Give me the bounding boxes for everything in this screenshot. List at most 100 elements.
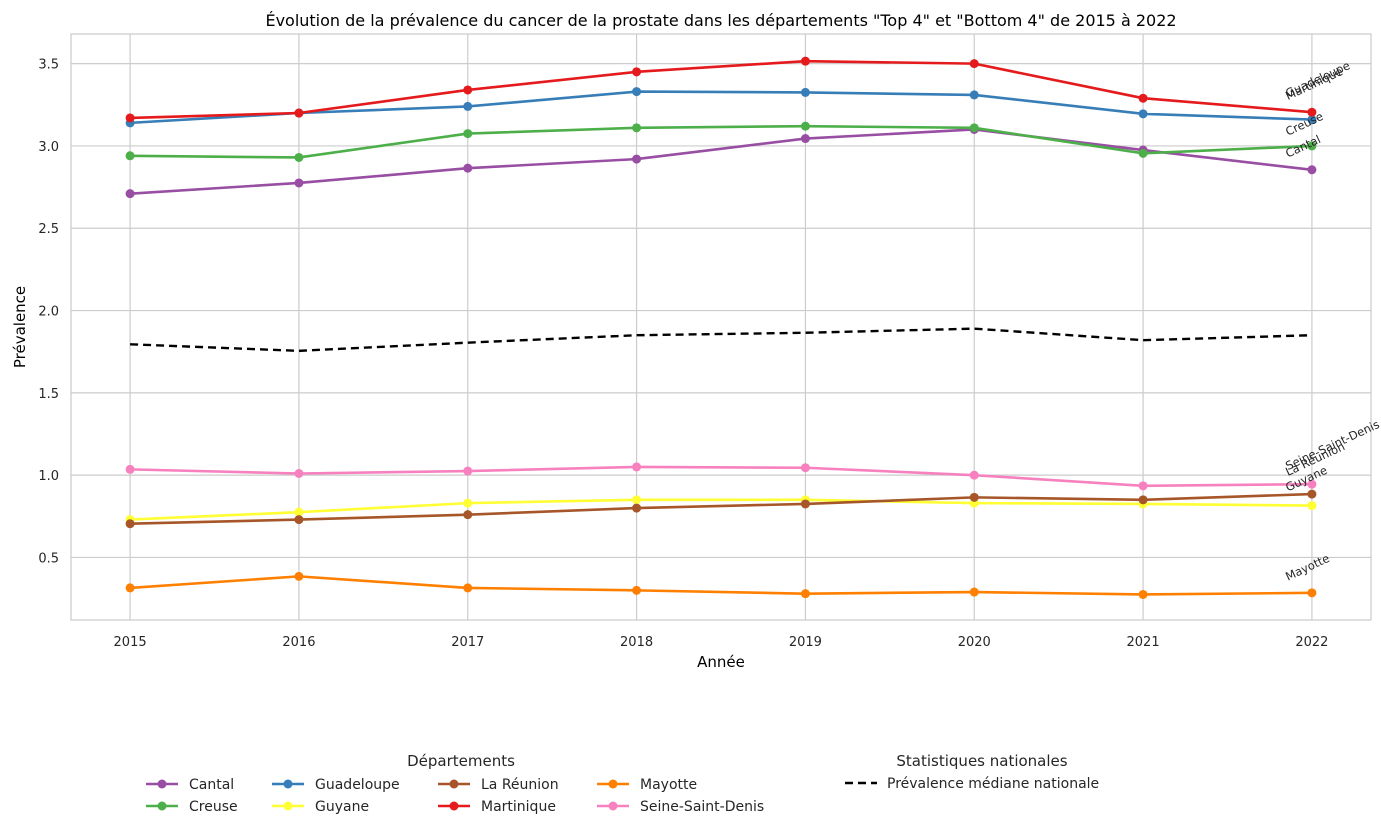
legend-swatch-marker — [283, 801, 293, 811]
x-tick-label: 2021 — [1127, 635, 1160, 650]
legend-departements: Départements Cantal Creuse Guadeloupe Guyan… — [146, 752, 764, 815]
data-point — [125, 151, 135, 161]
data-point — [1138, 109, 1148, 119]
legend-item-creuse: Creuse — [146, 799, 238, 815]
legend-label: Guadeloupe — [315, 777, 400, 793]
data-point — [1307, 489, 1317, 499]
legend-swatch-marker — [157, 801, 167, 811]
x-tick-label: 2022 — [1295, 635, 1328, 650]
data-point — [294, 152, 304, 162]
data-point — [1307, 501, 1317, 511]
y-tick-label: 2.0 — [38, 305, 59, 320]
data-point — [463, 129, 473, 139]
series-cantal — [125, 124, 1317, 199]
data-point — [463, 498, 473, 508]
data-point — [294, 571, 304, 581]
data-point — [632, 67, 642, 77]
data-point — [1138, 495, 1148, 505]
data-point — [800, 134, 810, 144]
data-point — [969, 123, 979, 133]
data-point — [969, 90, 979, 100]
data-point — [463, 466, 473, 476]
data-point — [632, 154, 642, 164]
legend-label: Seine-Saint-Denis — [640, 799, 764, 815]
data-point — [463, 163, 473, 173]
y-tick-label: 3.0 — [38, 140, 59, 155]
legend-item-mayotte: Mayotte — [597, 777, 697, 793]
data-point — [800, 499, 810, 509]
data-point — [125, 583, 135, 593]
data-point — [294, 507, 304, 517]
data-point — [800, 463, 810, 473]
data-point — [1138, 148, 1148, 158]
end-label-guadeloupe: Guadeloupe — [1283, 58, 1352, 100]
data-point — [1307, 107, 1317, 117]
y-axis-label: Prévalence — [11, 286, 29, 368]
data-point — [1307, 115, 1317, 125]
median-line — [130, 327, 1312, 353]
series-line-cantal — [130, 128, 1313, 195]
series-line-creuse — [130, 124, 1312, 159]
data-point — [294, 178, 304, 188]
legend-label: Martinique — [481, 799, 556, 815]
legend-label: Cantal — [189, 777, 234, 793]
data-point — [463, 583, 473, 593]
data-point — [1138, 93, 1148, 103]
legend-title-departements: Départements — [407, 752, 515, 770]
legend-title-statistiques: Statistiques nationales — [896, 752, 1067, 770]
x-tick-label: 2018 — [620, 635, 653, 650]
data-point — [1138, 481, 1148, 491]
end-label-creuse: Creuse — [1283, 109, 1325, 139]
legend-item-martinique: Martinique — [438, 799, 556, 815]
legend-swatch-marker — [608, 801, 618, 811]
legend-label: La Réunion — [481, 777, 559, 793]
series-line-mayotte — [130, 575, 1312, 596]
y-tick-label: 1.5 — [38, 387, 59, 402]
series-line-martinique — [130, 59, 1313, 120]
y-axis-ticks: 0.5 1.0 1.5 2.0 2.5 3.0 3.5 — [38, 58, 59, 567]
series-mayotte — [125, 571, 1317, 599]
y-tick-label: 3.5 — [38, 58, 59, 73]
series-lines — [125, 56, 1317, 599]
y-tick-label: 2.5 — [38, 222, 59, 237]
grid — [71, 34, 1371, 620]
legend-item-cantal: Cantal — [146, 777, 234, 793]
data-point — [125, 519, 135, 529]
data-point — [800, 589, 810, 599]
legend-item-la-reunion: La Réunion — [438, 777, 559, 793]
legend-swatch-marker — [157, 779, 167, 789]
legend-swatch-marker — [608, 779, 618, 789]
data-point — [969, 470, 979, 480]
series-guadeloupe — [125, 87, 1317, 128]
legend-label: Creuse — [189, 799, 238, 815]
end-label-mayotte: Mayotte — [1283, 551, 1331, 584]
plot-frame — [70, 33, 1372, 621]
data-point — [125, 113, 135, 123]
legend-statistiques: Statistiques nationales Prévalence média… — [845, 752, 1099, 792]
series-seine-saint-denis — [125, 462, 1317, 491]
y-tick-label: 0.5 — [38, 551, 59, 566]
data-point — [969, 59, 979, 69]
series-line-la-reunion — [130, 492, 1312, 526]
legend-item-guyane: Guyane — [272, 799, 369, 815]
data-point — [632, 87, 642, 97]
legend-label: Mayotte — [640, 777, 697, 793]
series-la-reunion — [125, 489, 1317, 529]
data-point — [632, 462, 642, 472]
data-point — [1307, 479, 1317, 489]
series-line-guyane — [130, 498, 1312, 521]
x-axis-label: Année — [697, 653, 745, 671]
series-line-guadeloupe — [130, 90, 1312, 125]
x-tick-label: 2017 — [451, 635, 484, 650]
data-point — [632, 585, 642, 595]
chart-title: Évolution de la prévalence du cancer de … — [265, 11, 1176, 30]
series-martinique — [125, 56, 1317, 123]
data-point — [294, 108, 304, 118]
x-tick-label: 2015 — [114, 635, 147, 650]
data-point — [800, 56, 810, 66]
data-point — [1307, 141, 1317, 151]
legend-item-seine-saint-denis: Seine-Saint-Denis — [597, 799, 764, 815]
data-point — [1307, 165, 1317, 175]
data-point — [632, 123, 642, 133]
